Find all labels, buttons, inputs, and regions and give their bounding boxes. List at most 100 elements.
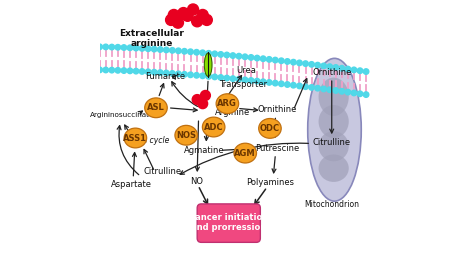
FancyArrowPatch shape [172,82,198,107]
Circle shape [230,76,236,81]
Circle shape [165,14,177,25]
Circle shape [109,67,115,73]
Circle shape [194,49,199,55]
FancyArrowPatch shape [223,147,252,151]
Ellipse shape [308,58,361,201]
Circle shape [127,68,133,74]
Text: ADC: ADC [204,123,223,132]
Ellipse shape [319,155,349,182]
Circle shape [357,68,363,73]
FancyArrowPatch shape [205,81,209,100]
Circle shape [151,46,157,52]
Circle shape [279,81,284,87]
Circle shape [192,95,202,105]
Circle shape [164,70,169,76]
Circle shape [139,69,145,74]
Circle shape [198,99,208,109]
Text: Mitochondrion: Mitochondrion [304,200,359,209]
Text: ASL: ASL [147,103,165,112]
Circle shape [115,44,120,50]
Text: Fumarate: Fumarate [146,72,186,81]
Circle shape [127,45,133,51]
Circle shape [178,7,189,18]
Circle shape [279,58,284,63]
Circle shape [97,67,102,73]
FancyArrowPatch shape [272,157,276,173]
Circle shape [212,51,218,57]
Circle shape [236,76,242,82]
FancyArrowPatch shape [180,143,309,174]
Circle shape [345,66,351,72]
Text: ASS1: ASS1 [123,134,147,142]
Circle shape [364,92,369,97]
Circle shape [200,73,205,79]
Circle shape [151,70,157,75]
Circle shape [173,17,183,28]
Ellipse shape [319,105,349,138]
Circle shape [133,68,139,74]
Circle shape [212,74,218,80]
Circle shape [315,62,320,68]
Ellipse shape [259,118,281,138]
Circle shape [273,57,278,63]
Circle shape [248,55,254,60]
Ellipse shape [145,98,167,118]
Circle shape [176,48,181,54]
Text: NO: NO [190,177,203,186]
Circle shape [339,89,345,94]
Circle shape [291,59,296,65]
Circle shape [182,10,193,21]
Circle shape [315,86,320,91]
Circle shape [109,44,115,50]
Text: Arginine: Arginine [215,108,250,117]
Circle shape [157,47,163,52]
Text: NOS: NOS [176,131,196,140]
Ellipse shape [319,131,349,161]
Text: Polyamines: Polyamines [246,178,294,187]
Circle shape [357,91,363,97]
Ellipse shape [204,53,212,76]
Ellipse shape [175,125,198,145]
Circle shape [188,72,193,78]
Circle shape [236,54,242,59]
Circle shape [201,14,212,25]
Circle shape [364,69,369,74]
Text: ARG: ARG [218,99,237,108]
Circle shape [339,65,345,71]
Circle shape [139,46,145,51]
FancyArrowPatch shape [240,108,257,112]
Ellipse shape [319,78,349,116]
Circle shape [230,53,236,58]
FancyArrowPatch shape [195,121,200,171]
Circle shape [188,49,193,54]
Ellipse shape [216,94,238,113]
Circle shape [170,71,175,76]
Circle shape [297,60,302,66]
Circle shape [157,70,163,75]
Circle shape [303,61,308,66]
FancyArrowPatch shape [132,153,137,176]
Text: ODC: ODC [260,124,280,133]
Text: Extracellular
arginine: Extracellular arginine [119,29,184,48]
Circle shape [260,79,266,84]
Circle shape [255,78,260,84]
Circle shape [146,69,151,75]
FancyArrowPatch shape [273,118,277,137]
Ellipse shape [234,143,256,163]
Circle shape [351,90,357,96]
FancyArrowPatch shape [159,84,164,95]
Circle shape [284,59,290,64]
Circle shape [218,52,224,57]
Circle shape [224,52,229,58]
Circle shape [170,47,175,53]
Circle shape [303,84,308,89]
Ellipse shape [202,117,225,137]
FancyArrowPatch shape [144,150,154,169]
Circle shape [309,62,314,67]
Text: Citrulline: Citrulline [143,167,182,176]
Circle shape [333,88,338,93]
Circle shape [266,57,272,62]
Ellipse shape [124,128,146,148]
Circle shape [248,78,254,83]
Circle shape [188,4,199,15]
